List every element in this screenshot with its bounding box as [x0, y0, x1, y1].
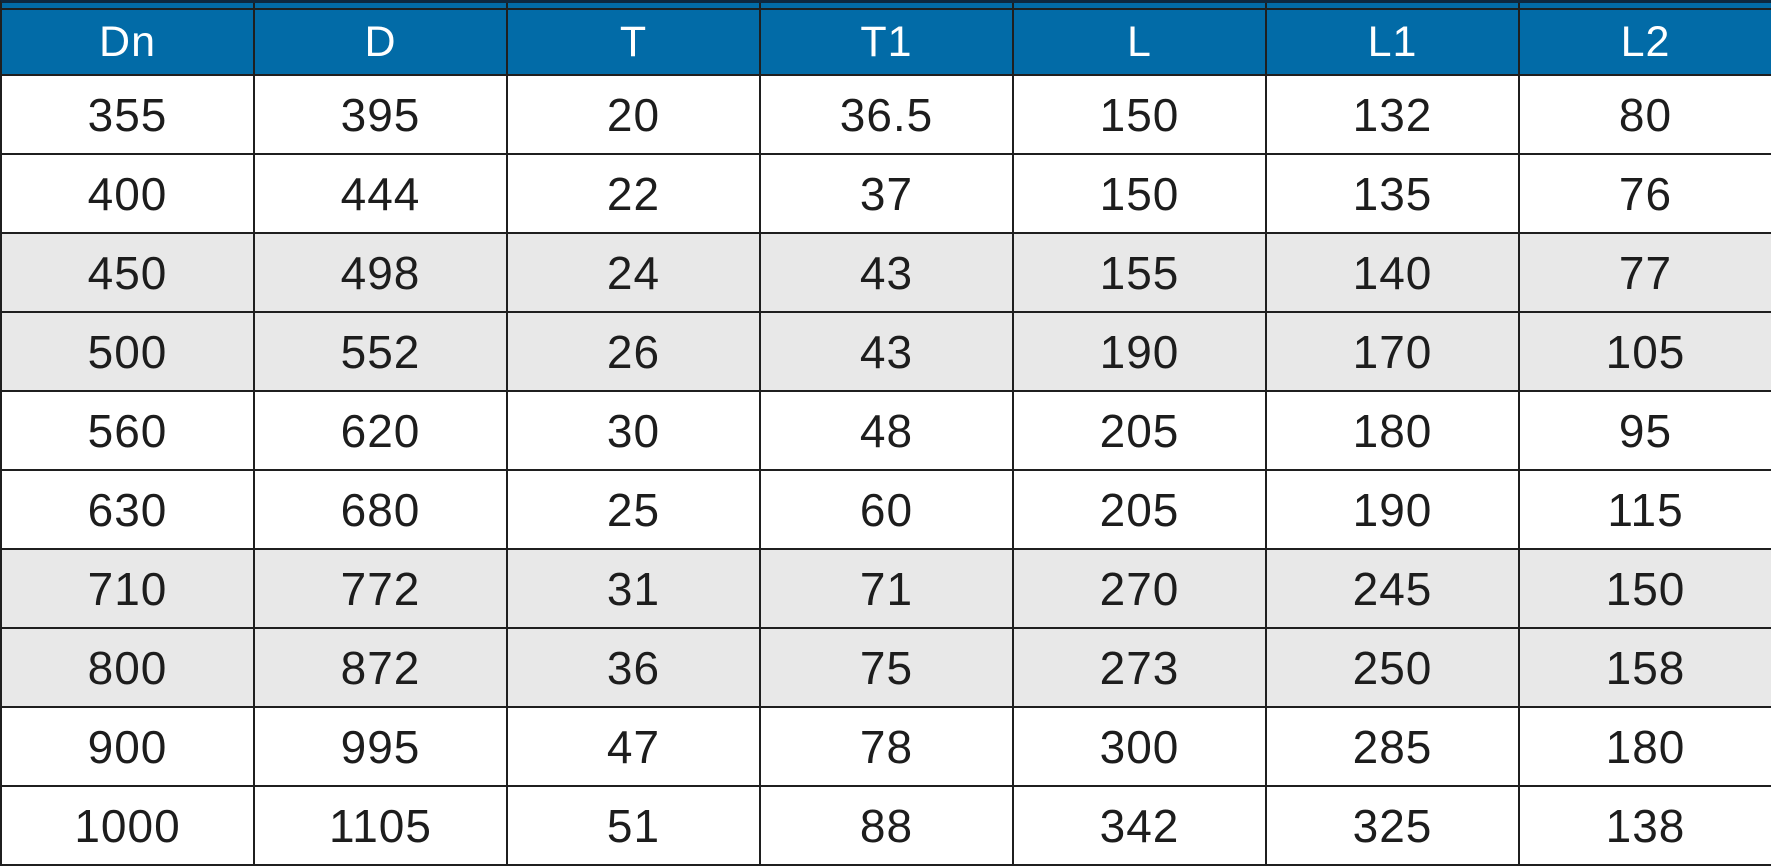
- data-cell: 630: [2, 471, 255, 548]
- data-cell: 325: [1267, 787, 1520, 864]
- data-cell: 500: [2, 313, 255, 390]
- data-cell: 150: [1520, 550, 1771, 627]
- data-cell: 43: [761, 313, 1014, 390]
- data-cell: 75: [761, 629, 1014, 706]
- table-row: 800 872 36 75 273 250 158: [2, 629, 1771, 708]
- table-row: 630 680 25 60 205 190 115: [2, 471, 1771, 550]
- data-cell: 190: [1014, 313, 1267, 390]
- data-cell: 47: [508, 708, 761, 785]
- data-cell: 78: [761, 708, 1014, 785]
- table-row: 355 395 20 36.5 150 132 80: [2, 76, 1771, 155]
- table-row: 400 444 22 37 150 135 76: [2, 155, 1771, 234]
- data-cell: 155: [1014, 234, 1267, 311]
- data-cell: 560: [2, 392, 255, 469]
- top-strip-cell: [1267, 3, 1520, 8]
- header-cell-l2: L2: [1520, 10, 1771, 74]
- top-strip-cell: [255, 3, 508, 8]
- data-cell: 51: [508, 787, 761, 864]
- data-cell: 180: [1267, 392, 1520, 469]
- data-cell: 400: [2, 155, 255, 232]
- data-cell: 37: [761, 155, 1014, 232]
- data-cell: 31: [508, 550, 761, 627]
- table-header-row: Dn D T T1 L L1 L2: [2, 10, 1771, 76]
- data-cell: 25: [508, 471, 761, 548]
- table-row: 710 772 31 71 270 245 150: [2, 550, 1771, 629]
- table-row: 450 498 24 43 155 140 77: [2, 234, 1771, 313]
- data-cell: 552: [255, 313, 508, 390]
- data-cell: 36.5: [761, 76, 1014, 153]
- data-cell: 1000: [2, 787, 255, 864]
- data-cell: 1105: [255, 787, 508, 864]
- top-strip-cell: [1014, 3, 1267, 8]
- data-cell: 190: [1267, 471, 1520, 548]
- top-strip-cell: [1520, 3, 1771, 8]
- data-cell: 43: [761, 234, 1014, 311]
- data-cell: 250: [1267, 629, 1520, 706]
- data-cell: 498: [255, 234, 508, 311]
- data-cell: 115: [1520, 471, 1771, 548]
- header-cell-dn: Dn: [2, 10, 255, 74]
- header-cell-t1: T1: [761, 10, 1014, 74]
- table-row: 560 620 30 48 205 180 95: [2, 392, 1771, 471]
- data-cell: 270: [1014, 550, 1267, 627]
- data-cell: 995: [255, 708, 508, 785]
- data-cell: 710: [2, 550, 255, 627]
- data-cell: 772: [255, 550, 508, 627]
- data-cell: 60: [761, 471, 1014, 548]
- data-cell: 71: [761, 550, 1014, 627]
- data-cell: 342: [1014, 787, 1267, 864]
- header-cell-t: T: [508, 10, 761, 74]
- data-cell: 88: [761, 787, 1014, 864]
- data-cell: 20: [508, 76, 761, 153]
- data-cell: 285: [1267, 708, 1520, 785]
- data-cell: 620: [255, 392, 508, 469]
- data-cell: 26: [508, 313, 761, 390]
- header-cell-l1: L1: [1267, 10, 1520, 74]
- data-cell: 22: [508, 155, 761, 232]
- top-strip-cell: [2, 3, 255, 8]
- table-row: 900 995 47 78 300 285 180: [2, 708, 1771, 787]
- data-cell: 872: [255, 629, 508, 706]
- data-cell: 95: [1520, 392, 1771, 469]
- table-row: 500 552 26 43 190 170 105: [2, 313, 1771, 392]
- data-cell: 150: [1014, 76, 1267, 153]
- data-cell: 140: [1267, 234, 1520, 311]
- data-cell: 138: [1520, 787, 1771, 864]
- top-strip-cell: [761, 3, 1014, 8]
- data-cell: 180: [1520, 708, 1771, 785]
- data-cell: 132: [1267, 76, 1520, 153]
- data-cell: 205: [1014, 471, 1267, 548]
- data-cell: 273: [1014, 629, 1267, 706]
- data-cell: 900: [2, 708, 255, 785]
- data-cell: 355: [2, 76, 255, 153]
- data-cell: 450: [2, 234, 255, 311]
- table-top-strip: [2, 3, 1771, 10]
- data-cell: 205: [1014, 392, 1267, 469]
- data-cell: 105: [1520, 313, 1771, 390]
- data-cell: 444: [255, 155, 508, 232]
- data-cell: 150: [1014, 155, 1267, 232]
- top-strip-cell: [508, 3, 761, 8]
- data-cell: 170: [1267, 313, 1520, 390]
- data-cell: 24: [508, 234, 761, 311]
- data-cell: 76: [1520, 155, 1771, 232]
- data-cell: 158: [1520, 629, 1771, 706]
- data-cell: 48: [761, 392, 1014, 469]
- data-cell: 680: [255, 471, 508, 548]
- header-cell-l: L: [1014, 10, 1267, 74]
- table-row: 1000 1105 51 88 342 325 138: [2, 787, 1771, 864]
- header-cell-d: D: [255, 10, 508, 74]
- data-cell: 300: [1014, 708, 1267, 785]
- data-cell: 80: [1520, 76, 1771, 153]
- data-cell: 36: [508, 629, 761, 706]
- data-cell: 800: [2, 629, 255, 706]
- data-cell: 77: [1520, 234, 1771, 311]
- data-cell: 395: [255, 76, 508, 153]
- data-cell: 245: [1267, 550, 1520, 627]
- data-cell: 30: [508, 392, 761, 469]
- data-cell: 135: [1267, 155, 1520, 232]
